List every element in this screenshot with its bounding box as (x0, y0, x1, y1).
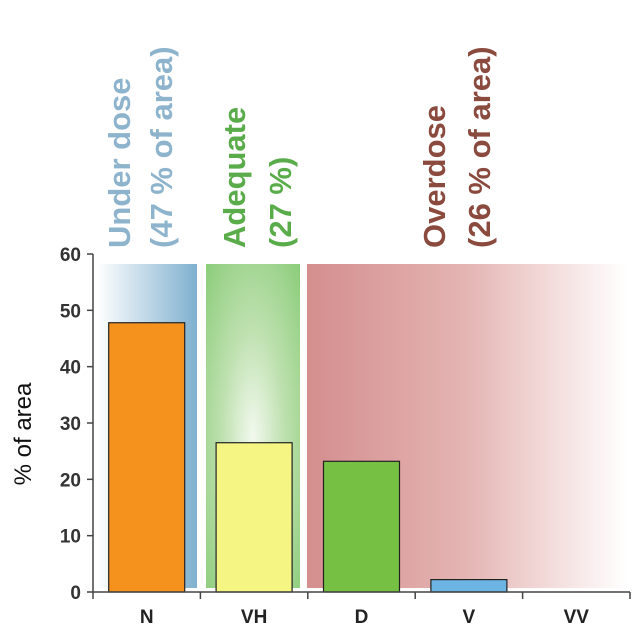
background-zones (97, 264, 627, 588)
x-tick-label: N (140, 607, 154, 628)
underdose-label-line2: (47 % of area) (144, 46, 179, 248)
bar-v (430, 579, 508, 593)
y-tick-label: 20 (60, 470, 81, 491)
bars (108, 322, 508, 593)
bar-n (108, 322, 186, 593)
y-tick-label: 10 (60, 527, 81, 548)
y-tick-label: 40 (60, 358, 81, 379)
x-tick-label: VV (564, 607, 590, 628)
y-tick-label: 30 (60, 414, 81, 435)
y-tick-label: 0 (70, 583, 81, 604)
y-tick-label: 60 (60, 245, 81, 266)
adequate-label-line2: (27 %) (263, 157, 298, 248)
bar-d (322, 460, 401, 593)
x-ticks: N VH D V VV (92, 592, 631, 628)
zone-labels: Under dose (47 % of area) Adequate (27 %… (102, 46, 497, 248)
y-ticks: 0 10 20 30 40 50 60 (60, 245, 93, 604)
x-tick-label: VH (241, 607, 267, 628)
adequate-label-line1: Adequate (217, 107, 252, 248)
x-tick-label: V (463, 607, 476, 628)
bar-vh (215, 442, 293, 593)
overdose-label-line1: Overdose (417, 105, 452, 248)
overdose-label-line2: (26 % of area) (462, 46, 497, 248)
x-tick-label: D (355, 607, 369, 628)
y-axis-label: % of area (10, 382, 37, 485)
y-tick-label: 50 (60, 301, 81, 322)
underdose-label-line1: Under dose (102, 77, 137, 248)
